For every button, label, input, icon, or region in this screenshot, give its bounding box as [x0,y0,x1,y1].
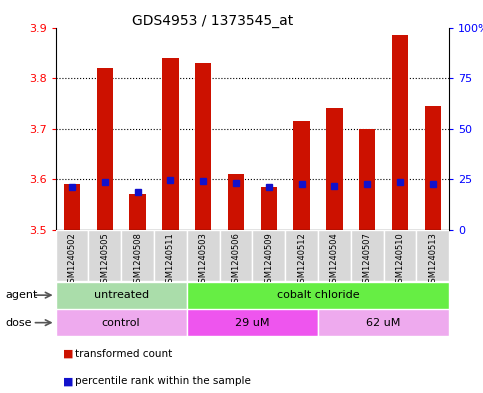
Bar [416,230,449,281]
Bar [97,68,113,230]
Bar [129,195,146,230]
Text: control: control [102,318,141,328]
Bar [326,108,342,230]
Bar [252,230,285,281]
Text: GSM1240512: GSM1240512 [297,232,306,288]
Bar [359,129,375,230]
Text: GSM1240507: GSM1240507 [363,232,372,288]
Text: GSM1240504: GSM1240504 [330,232,339,288]
Bar [56,282,187,309]
Bar [318,309,449,336]
Bar [162,58,179,230]
Bar [228,174,244,230]
Bar [121,230,154,281]
Text: agent: agent [6,290,38,300]
Text: transformed count: transformed count [75,349,172,359]
Text: 29 uM: 29 uM [235,318,270,328]
Text: GSM1240513: GSM1240513 [428,232,437,288]
Bar [187,282,449,309]
Text: GSM1240503: GSM1240503 [199,232,208,288]
Bar [195,63,212,230]
Text: 62 uM: 62 uM [367,318,401,328]
Bar [187,230,220,281]
Bar [293,121,310,230]
Text: GSM1240505: GSM1240505 [100,232,109,288]
Text: GSM1240510: GSM1240510 [396,232,404,288]
Text: GSM1240502: GSM1240502 [68,232,76,288]
Text: ■: ■ [63,349,73,359]
Text: dose: dose [6,318,32,328]
Text: GSM1240508: GSM1240508 [133,232,142,288]
Bar [318,230,351,281]
Text: ■: ■ [63,376,73,386]
Bar [56,309,187,336]
Bar [220,230,252,281]
Bar [187,309,318,336]
Text: GSM1240511: GSM1240511 [166,232,175,288]
Bar [64,184,80,230]
Bar [56,230,88,281]
Text: cobalt chloride: cobalt chloride [277,290,359,300]
Bar [425,106,441,230]
Text: untreated: untreated [94,290,149,300]
Text: GSM1240509: GSM1240509 [264,232,273,288]
Text: GDS4953 / 1373545_at: GDS4953 / 1373545_at [132,14,293,28]
Bar [260,187,277,230]
Text: GSM1240506: GSM1240506 [231,232,241,288]
Bar [384,230,416,281]
Bar [392,35,408,230]
Bar [154,230,187,281]
Text: percentile rank within the sample: percentile rank within the sample [75,376,251,386]
Bar [351,230,384,281]
Bar [88,230,121,281]
Bar [285,230,318,281]
